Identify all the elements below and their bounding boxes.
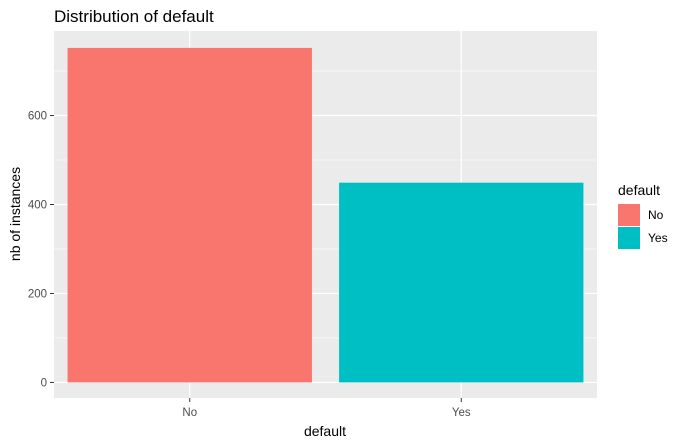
legend-label: No (648, 208, 664, 222)
y-tick-label: 200 (28, 288, 47, 300)
legend-label: Yes (648, 231, 668, 245)
x-axis: No Yes (182, 398, 471, 419)
bar-yes (339, 182, 584, 383)
y-tick-label: 400 (28, 199, 47, 211)
legend-title: default (618, 182, 660, 198)
x-axis-title: default (304, 423, 346, 439)
legend-key-no (618, 204, 640, 226)
bar-no (67, 47, 312, 383)
y-tick-label: 0 (41, 377, 47, 389)
x-tick-label: Yes (452, 407, 471, 419)
legend: No Yes (618, 204, 668, 249)
bars (67, 47, 584, 383)
y-axis: 0 200 400 600 (28, 111, 54, 389)
y-axis-title: nb of instances (7, 167, 23, 261)
x-tick-label: No (182, 407, 197, 419)
chart-title: Distribution of default (54, 7, 214, 26)
y-tick-label: 600 (28, 111, 47, 123)
legend-key-yes (618, 227, 640, 249)
